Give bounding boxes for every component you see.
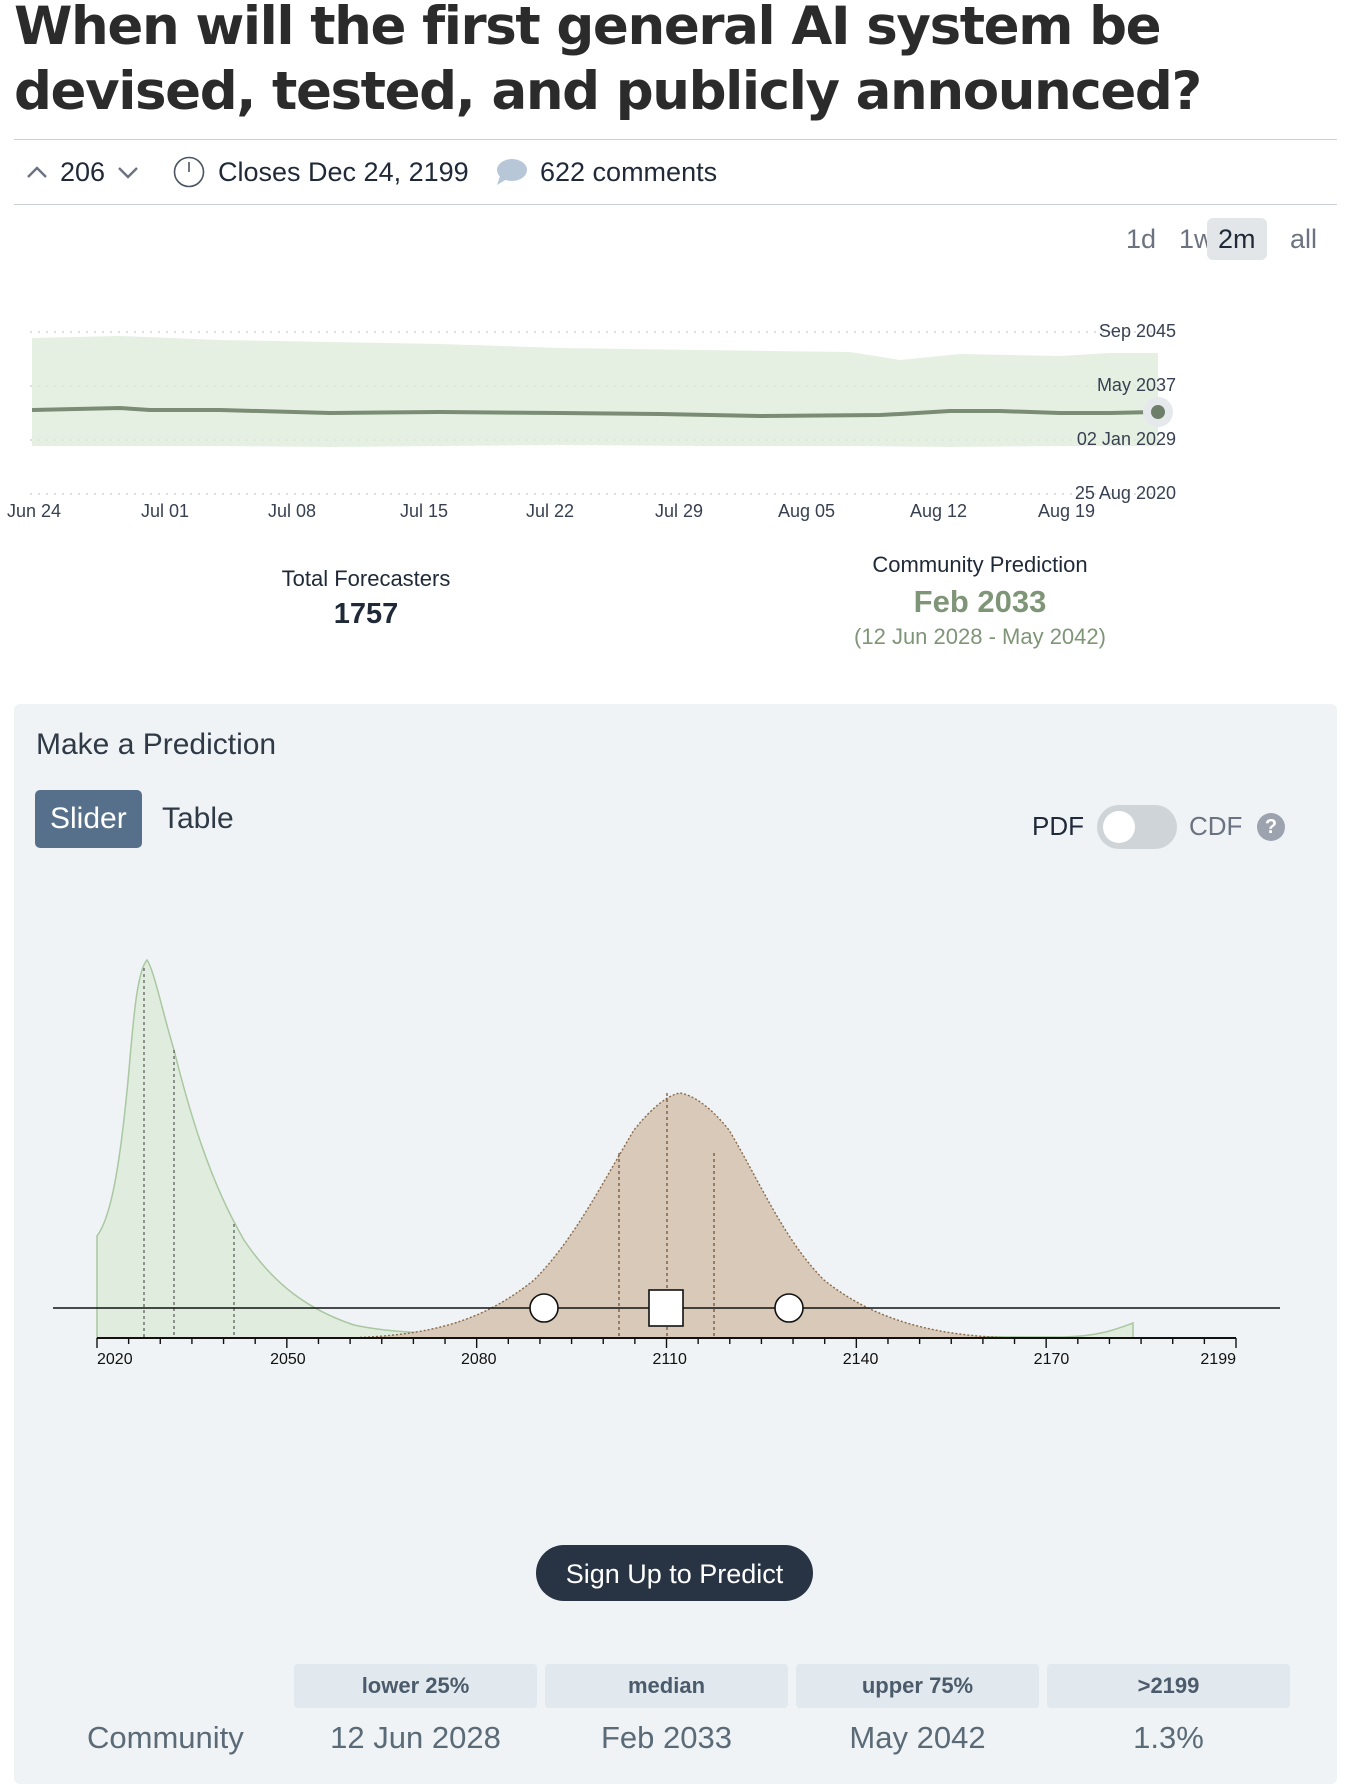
range-all-button[interactable]: all <box>1290 224 1318 254</box>
range-1d-button[interactable]: 1d <box>1126 224 1157 254</box>
upvote-icon[interactable] <box>22 157 52 187</box>
history-y-label: Sep 2045 <box>1098 321 1176 341</box>
history-x-label: Aug 19 <box>1038 501 1096 521</box>
distribution-x-label: 2199 <box>1200 1351 1236 1368</box>
distribution-x-label: 2050 <box>270 1351 306 1368</box>
close-date: Closes Dec 24, 2199 <box>172 140 469 204</box>
vote-widget: 206 <box>22 140 143 204</box>
prediction-panel: Make a Prediction Slider Table PDF CDF ?… <box>14 704 1337 1784</box>
distribution-x-label: 2170 <box>1034 1351 1070 1368</box>
close-date-text: Closes Dec 24, 2199 <box>218 156 469 187</box>
history-x-label: Jul 15 <box>400 501 449 521</box>
distribution-x-label: 2020 <box>97 1351 133 1368</box>
distribution-x-label: 2140 <box>843 1351 879 1368</box>
prediction-slider <box>53 1289 1280 1327</box>
pdf-cdf-toggle[interactable] <box>1097 805 1177 849</box>
community-beyond-value: 1.3% <box>1133 1720 1204 1755</box>
distribution-chart: 2020 2050 2080 2110 2140 2170 2199 <box>96 958 1237 1368</box>
slider-lower-handle[interactable] <box>529 1293 559 1323</box>
history-x-label: Aug 05 <box>778 501 836 521</box>
help-icon[interactable]: ? <box>1257 813 1285 841</box>
history-y-label: 25 Aug 2020 <box>1074 483 1176 503</box>
community-upper-value: May 2042 <box>849 1720 986 1755</box>
clock-icon <box>173 156 205 188</box>
history-x-label: Jul 22 <box>526 501 575 521</box>
vote-count: 206 <box>60 156 106 187</box>
distribution-x-label: 2110 <box>652 1351 687 1368</box>
total-forecasters-label: Total Forecasters <box>281 566 451 591</box>
quartile-row-label: Community <box>87 1720 244 1755</box>
downvote-icon[interactable] <box>113 157 143 187</box>
comments-link[interactable]: 622 comments <box>494 140 717 204</box>
community-median-value: Feb 2033 <box>601 1720 732 1755</box>
user-distribution-area <box>343 1092 1015 1339</box>
history-x-label: Jul 08 <box>268 501 317 521</box>
range-2m-button[interactable]: 2m <box>1207 218 1267 260</box>
comments-count: 622 comments <box>540 156 718 187</box>
history-chart <box>30 331 1173 495</box>
distribution-x-label: 2080 <box>461 1351 497 1368</box>
community-prediction-label: Community Prediction <box>872 552 1088 577</box>
history-x-label: Jun 24 <box>7 501 62 521</box>
community-prediction-value: Feb 2033 <box>913 584 1047 619</box>
toggle-knob <box>1103 811 1135 843</box>
history-median-line <box>31 405 1159 419</box>
history-band <box>32 336 1158 447</box>
quartile-header-upper: upper 75% <box>796 1664 1039 1708</box>
pdf-label: PDF <box>1032 811 1084 841</box>
comment-bubble-icon <box>497 159 527 185</box>
community-lower-value: 12 Jun 2028 <box>330 1720 501 1755</box>
history-y-label: 02 Jan 2029 <box>1076 429 1176 449</box>
distribution-ticks <box>96 1338 1237 1348</box>
sign-up-to-predict-button[interactable]: Sign Up to Predict <box>536 1545 813 1601</box>
slider-upper-handle[interactable] <box>774 1293 804 1323</box>
total-forecasters-value: 1757 <box>333 598 399 630</box>
question-meta-bar: 206 Closes Dec 24, 2199 622 comments <box>14 139 1337 205</box>
cdf-label: CDF <box>1189 811 1243 841</box>
history-x-label: Jul 01 <box>141 501 190 521</box>
tab-slider[interactable]: Slider <box>35 790 142 848</box>
history-current-point[interactable] <box>1151 405 1165 419</box>
slider-center-handle[interactable] <box>648 1289 684 1327</box>
prediction-panel-title: Make a Prediction <box>36 728 277 761</box>
quartile-header-beyond: >2199 <box>1047 1664 1290 1708</box>
distribution-x-labels: 2020 2050 2080 2110 2140 2170 2199 <box>97 1351 1236 1368</box>
community-prediction-range: (12 Jun 2028 - May 2042) <box>854 624 1106 649</box>
history-x-label: Jul 29 <box>655 501 704 521</box>
quartile-header-lower: lower 25% <box>294 1664 537 1708</box>
quartile-header-median: median <box>545 1664 788 1708</box>
tab-table[interactable]: Table <box>162 802 234 835</box>
question-title: When will the first general AI system be… <box>14 0 1202 122</box>
history-x-label: Aug 12 <box>910 501 968 521</box>
history-y-label: May 2037 <box>1096 375 1176 395</box>
